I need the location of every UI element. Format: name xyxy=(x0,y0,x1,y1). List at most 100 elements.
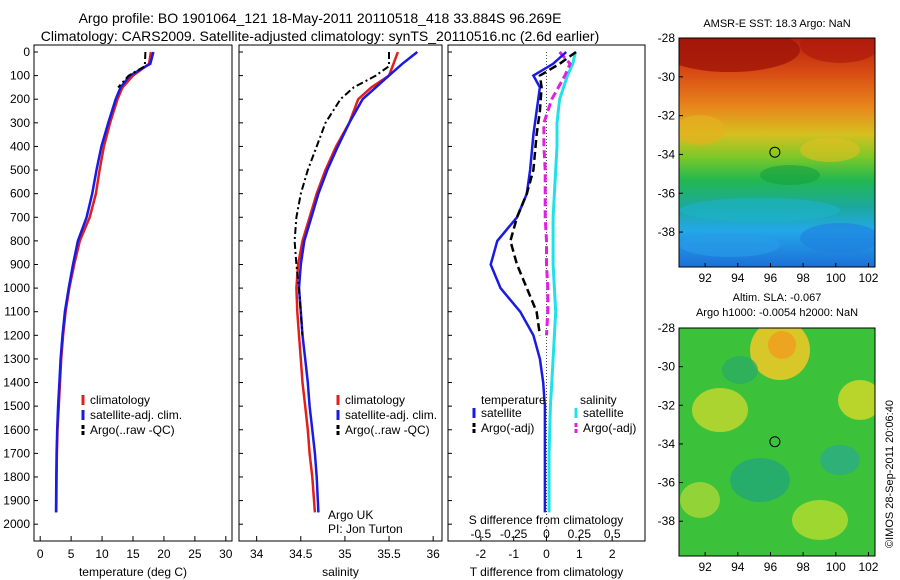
map-y-tick-label: -28 xyxy=(658,321,676,335)
x-tick-label: 25 xyxy=(188,547,202,561)
x-axis-label: salinity xyxy=(322,565,359,579)
diff-sal-legend-label: satellite xyxy=(583,406,624,420)
y-tick-label: 1500 xyxy=(3,399,30,413)
y-tick-label: 1300 xyxy=(3,352,30,366)
sal-legend-label: Argo(..raw -QC) xyxy=(345,423,430,437)
x-tick-label: 34.5 xyxy=(289,547,313,561)
diff-salinity-argo-line xyxy=(542,51,572,336)
sal-annotation-line1: Argo UK xyxy=(328,508,373,522)
map-x-tick-label: 94 xyxy=(731,271,745,285)
y-tick-label: 800 xyxy=(10,234,30,248)
temp-satellite-line xyxy=(54,51,155,513)
y-tick-label: 1100 xyxy=(4,305,30,319)
x-tick-label: 15 xyxy=(126,547,140,561)
map-x-tick-label: 102 xyxy=(858,271,878,285)
x-tick-label: 36 xyxy=(426,547,440,561)
imos-credit: ©IMOS 28-Sep-2011 20:06:40 xyxy=(884,400,896,548)
map-x-tick-label: 92 xyxy=(698,271,712,285)
x-tick-label: 0 xyxy=(37,547,44,561)
y-tick-label: 1000 xyxy=(3,281,30,295)
plot-title-line1: Argo profile: BO 1901064_121 18-May-2011… xyxy=(78,10,562,26)
y-tick-label: 700 xyxy=(10,210,30,224)
y-tick-label: 1200 xyxy=(3,328,30,342)
diff-legend-temperature-title: temperature xyxy=(481,393,546,407)
argo-location-marker-sst xyxy=(769,146,781,158)
map-x-tick-label: 102 xyxy=(858,560,878,574)
diff-temp-legend-label: Argo(-adj) xyxy=(481,421,534,435)
diff-temperature-satellite-line xyxy=(489,51,568,513)
sla-map xyxy=(678,327,876,557)
sst-map-title: AMSR-E SST: 18.3 Argo: NaN xyxy=(703,18,850,30)
argo-location-marker-sla xyxy=(769,436,781,448)
s-tick-label: 0.25 xyxy=(568,527,592,541)
salinity-panel: 34 34.5 35 35.5 36 salinity climatologysatelli… xyxy=(238,44,443,579)
x-tick-label: 1 xyxy=(576,547,583,561)
diff-legend-salinity-title: salinity xyxy=(580,393,617,407)
sal-climatology-line xyxy=(295,51,400,513)
map-x-tick-label: 96 xyxy=(764,271,778,285)
x-axis-label: temperature (deg C) xyxy=(79,565,187,579)
map-y-tick-label: -34 xyxy=(658,437,676,451)
map-y-tick-label: -38 xyxy=(658,225,676,239)
map-y-tick-label: -32 xyxy=(658,109,676,123)
x-axis-label: T difference from climatology xyxy=(470,565,624,579)
x-tick-label: 35.5 xyxy=(377,547,401,561)
y-tick-label: 1400 xyxy=(3,376,30,390)
temp-argo-line xyxy=(117,51,147,89)
x-tick-label: 35 xyxy=(338,547,352,561)
map-y-tick-label: -32 xyxy=(658,398,676,412)
y-tick-label: 100 xyxy=(10,69,30,83)
temp-legend-label: climatology xyxy=(90,393,150,407)
diff-salinity-satellite-line xyxy=(547,51,577,513)
x-tick-label: -1 xyxy=(508,547,519,561)
diff-temperature-argo-line xyxy=(509,50,577,336)
sal-legend-label: climatology xyxy=(345,393,405,407)
map-y-tick-label: -30 xyxy=(658,70,676,84)
sla-map-title-line1: Altim. SLA: -0.067 xyxy=(733,292,822,304)
diff-temp-legend-label: satellite xyxy=(481,406,522,420)
x-tick-label: 20 xyxy=(157,547,171,561)
map-x-tick-label: 92 xyxy=(698,560,712,574)
y-tick-label: 600 xyxy=(10,187,30,201)
sal-annotation-line2: PI: Jon Turton xyxy=(328,522,403,536)
sst-map xyxy=(678,37,876,268)
x-tick-label: -2 xyxy=(475,547,486,561)
map-y-tick-label: -30 xyxy=(658,360,676,374)
diff-sal-legend-label: Argo(-adj) xyxy=(583,421,636,435)
y-tick-label: 500 xyxy=(10,163,30,177)
s-tick-label: 0.5 xyxy=(604,527,621,541)
y-tick-label: 1700 xyxy=(3,446,30,460)
map-axes: 92 94 96 98 100 102 -28 -30 -32 -34 -36 -38 92 94 96 98… xyxy=(658,31,879,574)
map-x-tick-label: 98 xyxy=(796,271,810,285)
y-tick-label: 300 xyxy=(10,116,30,130)
temp-legend-label: Argo(..raw -QC) xyxy=(90,423,175,437)
difference-panel: -2 -1 0 1 2 T difference from climatology -0.5… xyxy=(447,44,646,579)
map-x-tick-label: 98 xyxy=(796,560,810,574)
y-tick-label: 200 xyxy=(10,92,30,106)
map-x-tick-label: 94 xyxy=(731,560,745,574)
sal-satellite-line xyxy=(297,51,419,513)
sla-map-title-line2: Argo h1000: -0.0054 h2000: NaN xyxy=(696,307,858,319)
x-tick-label: 34 xyxy=(250,547,264,561)
y-tick-label: 1800 xyxy=(3,470,30,484)
map-x-tick-label: 96 xyxy=(764,560,778,574)
temperature-panel: 0 5 10 15 20 25 300100200300400500600700800900… xyxy=(3,44,233,579)
s-axis-label: S difference from climatology xyxy=(469,513,624,527)
plot-title-line2: Climatology: CARS2009. Satellite-adjuste… xyxy=(40,28,600,44)
s-tick-label: -0.5 xyxy=(470,527,491,541)
x-tick-label: 5 xyxy=(68,547,75,561)
temp-legend-label: satellite-adj. clim. xyxy=(90,408,182,422)
panel-frame xyxy=(238,44,443,542)
y-tick-label: 2000 xyxy=(3,517,30,531)
sal-legend-label: satellite-adj. clim. xyxy=(345,408,437,422)
map-y-tick-label: -38 xyxy=(658,514,676,528)
s-tick-label: 0 xyxy=(543,527,550,541)
map-y-tick-label: -28 xyxy=(658,31,676,45)
x-tick-label: 0 xyxy=(543,547,550,561)
map-y-tick-label: -36 xyxy=(658,476,676,490)
x-tick-label: 30 xyxy=(219,547,233,561)
y-tick-label: 0 xyxy=(23,45,30,59)
map-y-tick-label: -36 xyxy=(658,186,676,200)
map-x-tick-label: 100 xyxy=(826,560,846,574)
